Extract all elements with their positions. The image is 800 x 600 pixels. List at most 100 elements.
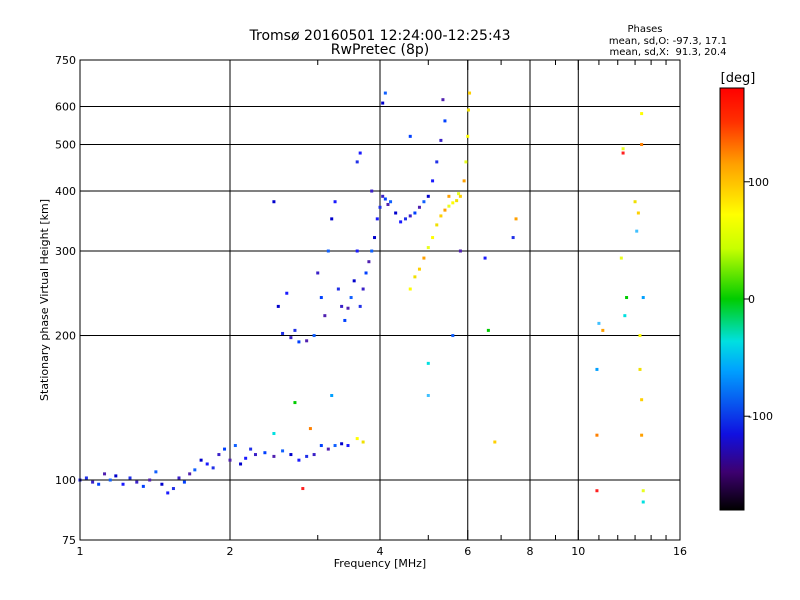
data-point xyxy=(373,236,377,240)
data-point xyxy=(171,487,175,491)
data-point xyxy=(413,211,417,215)
data-point xyxy=(367,260,371,264)
x-tick-label: 6 xyxy=(464,545,471,558)
data-point xyxy=(466,108,470,112)
data-point xyxy=(293,328,297,332)
x-tick-label: 16 xyxy=(673,545,687,558)
data-point xyxy=(389,200,393,204)
data-point xyxy=(305,339,309,343)
data-point xyxy=(386,202,390,206)
data-point xyxy=(408,134,412,138)
data-point xyxy=(103,472,107,476)
data-point xyxy=(486,328,490,332)
y-tick-label: 600 xyxy=(55,101,76,114)
data-point xyxy=(601,328,605,332)
data-point xyxy=(355,249,359,253)
data-point xyxy=(312,334,316,338)
data-point xyxy=(361,287,365,291)
data-point xyxy=(426,361,430,365)
data-point xyxy=(383,197,387,201)
data-point xyxy=(443,208,447,212)
data-point xyxy=(364,271,368,275)
data-point xyxy=(457,192,461,196)
data-point xyxy=(441,98,445,102)
colorbar-label: [deg] xyxy=(721,71,756,86)
legend-x-stats: mean, sd,X: 91.3, 20.4 xyxy=(610,47,727,58)
data-point xyxy=(205,462,209,466)
data-point xyxy=(326,447,330,451)
data-point xyxy=(276,304,280,308)
x-tick-label: 2 xyxy=(227,545,234,558)
y-tick-label: 200 xyxy=(55,330,76,343)
colorbar-ticks: 100 0 -100 xyxy=(744,176,773,423)
legend-o-stats: mean, sd,O: -97.3, 17.1 xyxy=(609,36,727,47)
data-point xyxy=(431,236,435,240)
y-tick-label: 500 xyxy=(55,139,76,152)
colorbar xyxy=(719,87,745,511)
x-tick-label: 4 xyxy=(377,545,384,558)
x-tick-label: 10 xyxy=(571,545,585,558)
data-point xyxy=(464,160,468,164)
data-point xyxy=(447,194,451,198)
data-point xyxy=(358,304,362,308)
data-point xyxy=(451,201,455,205)
data-point xyxy=(233,444,237,448)
data-point xyxy=(355,437,359,441)
data-point xyxy=(597,321,601,325)
data-point xyxy=(422,256,426,260)
data-point xyxy=(340,304,344,308)
data-point xyxy=(340,442,344,446)
data-point xyxy=(148,478,152,482)
data-point xyxy=(422,200,426,204)
x-tick-label: 8 xyxy=(527,545,534,558)
y-tick-label: 75 xyxy=(62,534,76,547)
data-point xyxy=(426,194,430,198)
data-point xyxy=(435,223,439,227)
data-point xyxy=(336,287,340,291)
data-point xyxy=(595,367,599,371)
x-tick-label: 1 xyxy=(77,545,84,558)
data-point xyxy=(641,296,645,300)
data-point xyxy=(297,458,301,462)
data-point xyxy=(312,453,316,457)
data-point xyxy=(289,453,293,457)
data-point xyxy=(483,256,487,260)
data-point xyxy=(316,271,320,275)
data-point xyxy=(188,472,192,476)
data-point xyxy=(361,440,365,444)
data-point xyxy=(305,454,309,458)
data-point xyxy=(595,489,599,493)
data-point xyxy=(91,480,95,484)
data-point xyxy=(244,456,248,460)
colorbar-tick-label: 100 xyxy=(748,176,769,189)
data-point xyxy=(319,444,323,448)
data-point xyxy=(330,217,334,221)
data-point xyxy=(108,478,112,482)
data-point xyxy=(297,340,301,344)
data-point xyxy=(355,160,359,164)
data-point xyxy=(511,236,515,240)
chart-subtitle: RwPretec (8p) xyxy=(331,42,429,58)
data-point xyxy=(289,336,293,340)
axis-ticks: 1 2 4 6 8 10 16 75 100 200 300 400 500 600 750 xyxy=(55,54,687,558)
y-tick-label: 750 xyxy=(55,54,76,67)
data-point xyxy=(641,489,645,493)
data-point xyxy=(638,367,642,371)
data-point xyxy=(375,217,379,221)
data-point xyxy=(135,480,139,484)
data-point xyxy=(443,119,447,123)
data-point xyxy=(451,334,455,338)
y-tick-label: 400 xyxy=(55,185,76,198)
data-point xyxy=(640,143,644,147)
data-point xyxy=(399,220,403,224)
data-point xyxy=(621,147,625,151)
data-point xyxy=(182,480,186,484)
data-point xyxy=(141,484,145,488)
data-point xyxy=(426,394,430,398)
data-point xyxy=(177,476,181,480)
data-point xyxy=(211,466,215,470)
data-point xyxy=(408,287,412,291)
data-point xyxy=(293,401,297,405)
data-point xyxy=(272,454,276,458)
data-points xyxy=(78,91,645,504)
